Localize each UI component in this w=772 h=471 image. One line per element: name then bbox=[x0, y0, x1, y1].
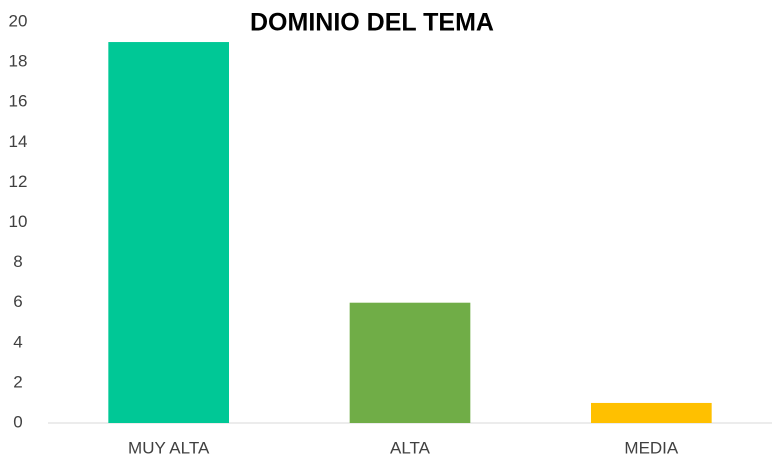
x-tick-label: ALTA bbox=[390, 438, 431, 457]
y-tick-label: 0 bbox=[13, 412, 22, 431]
y-tick-label: 20 bbox=[9, 11, 28, 30]
bar bbox=[108, 42, 229, 424]
x-tick-label: MUY ALTA bbox=[128, 438, 210, 457]
bar bbox=[591, 402, 712, 423]
y-tick-label: 4 bbox=[13, 332, 22, 351]
y-tick-label: 10 bbox=[9, 212, 28, 231]
y-tick-label: 16 bbox=[9, 92, 28, 111]
bar bbox=[349, 302, 471, 423]
y-tick-label: 12 bbox=[9, 172, 28, 191]
y-tick-label: 8 bbox=[13, 252, 22, 271]
x-tick-label: MEDIA bbox=[624, 438, 679, 457]
y-tick-label: 14 bbox=[9, 132, 28, 151]
y-tick-label: 2 bbox=[13, 372, 22, 391]
y-tick-label: 18 bbox=[9, 52, 28, 71]
chart-title: DOMINIO DEL TEMA bbox=[250, 9, 494, 37]
y-tick-label: 6 bbox=[13, 292, 22, 311]
